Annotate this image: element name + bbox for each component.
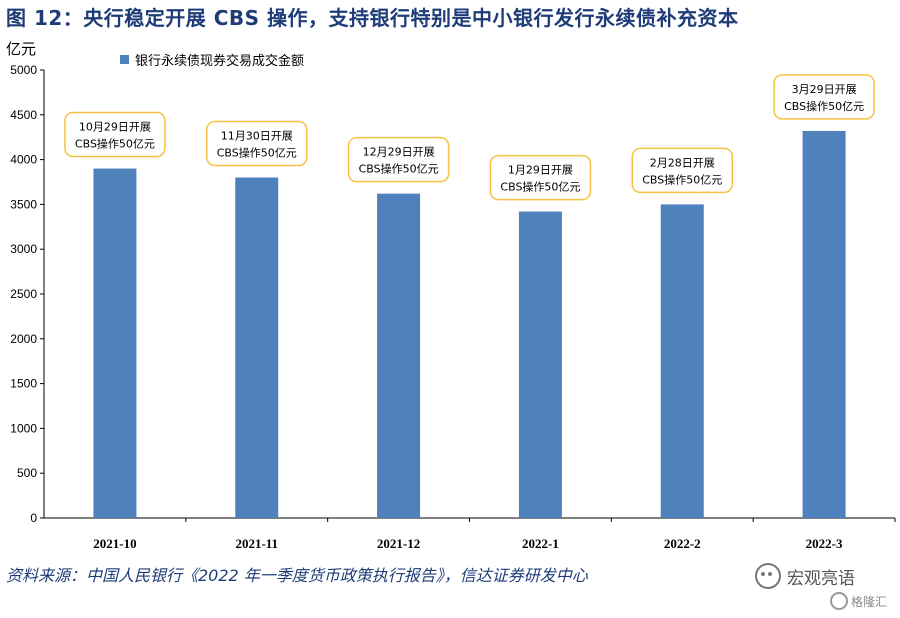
bar [377, 193, 421, 518]
callout-box [64, 111, 166, 158]
callout-line-1: 3月29日开展 [792, 83, 857, 96]
callout-box [489, 154, 592, 201]
bar [93, 168, 137, 518]
callout-line-2: CBS操作50亿元 [500, 180, 580, 194]
wechat-icon [755, 563, 781, 589]
callout-box [773, 74, 875, 120]
gelonghui-icon [830, 592, 848, 610]
watermark-secondary-text: 格隆汇 [851, 594, 888, 609]
x-tick-label: 2021-10 [93, 536, 136, 551]
watermark-text: 宏观亮语 [787, 568, 855, 589]
legend: 银行永续债现券交易成交金额 [120, 50, 304, 69]
x-tick-label: 2022-1 [522, 536, 559, 551]
callout-box [631, 147, 733, 194]
y-axis-unit: 亿元 [6, 40, 37, 58]
watermark: 宏观亮语 [755, 563, 855, 589]
y-tick-label: 1000 [10, 421, 37, 435]
callout-line-1: 1月29日开展 [508, 164, 573, 177]
bar [802, 130, 846, 519]
x-tick-label: 2021-12 [377, 536, 420, 551]
callout-box [206, 120, 308, 167]
source-note: 资料来源：中国人民银行《2022 年一季度货币政策执行报告》，信达证券研发中心 [6, 566, 588, 585]
callout-line-2: CBS操作50亿元 [75, 137, 155, 151]
legend-label: 银行永续债现券交易成交金额 [135, 54, 305, 69]
y-tick-label: 2500 [10, 287, 37, 301]
callout-line-1: 2月28日开展 [650, 156, 715, 169]
x-tick-label: 2022-3 [806, 536, 843, 551]
x-tick-label: 2022-2 [664, 536, 701, 551]
callout-line-1: 11月30日开展 [221, 130, 293, 143]
y-tick-label: 5000 [10, 63, 37, 77]
callout-line-2: CBS操作50亿元 [217, 146, 297, 160]
y-tick-label: 1500 [10, 377, 37, 391]
callout-box [347, 136, 450, 183]
bar [518, 211, 562, 518]
y-tick-label: 3500 [10, 197, 37, 211]
bar-chart: 0 500 1000 1500 2000 2500 3000 3500 4000 4500 5000… [10, 63, 896, 551]
y-tick-label: 0 [30, 511, 37, 525]
y-tick-label: 4000 [10, 153, 37, 167]
y-tick-label: 500 [17, 466, 37, 480]
watermark-secondary: 格隆汇 [830, 592, 887, 610]
callout-line-2: CBS操作50亿元 [642, 172, 722, 186]
callout-line-1: 12月29日开展 [363, 146, 435, 159]
callout-line-2: CBS操作50亿元 [784, 99, 864, 113]
y-tick-label: 4500 [10, 108, 37, 122]
callout-line-1: 10月29日开展 [79, 121, 151, 134]
x-tick-label: 2021-11 [235, 536, 278, 551]
bar [660, 204, 704, 518]
y-tick-label: 2000 [10, 332, 37, 346]
bar [235, 177, 279, 518]
y-tick-label: 3000 [10, 242, 37, 256]
legend-swatch [120, 55, 129, 64]
chart-title: 图 12：央行稳定开展 CBS 操作，支持银行特别是中小银行发行永续债补充资本 [6, 6, 739, 30]
callout-line-2: CBS操作50亿元 [359, 162, 439, 176]
